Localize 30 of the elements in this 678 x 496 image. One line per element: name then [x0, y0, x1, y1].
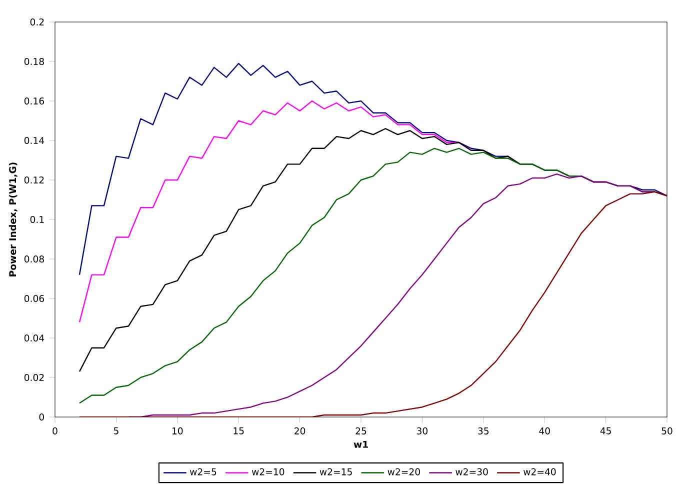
legend-label: w2=40: [524, 468, 556, 476]
y-tick-label: 0.08: [24, 255, 44, 263]
legend-label: w2=20: [388, 468, 420, 476]
legend-label: w2=10: [252, 468, 284, 476]
y-tick-label: 0.04: [24, 334, 44, 342]
x-tick-label: 50: [662, 427, 672, 434]
x-tick-label: 40: [539, 427, 550, 434]
legend-label: w2=5: [190, 468, 216, 476]
y-tick-label: 0.14: [24, 136, 44, 144]
x-tick-label: 45: [600, 427, 611, 434]
x-tick-label: 25: [356, 427, 366, 434]
y-axis-title: Power Index, P(W1,G): [8, 162, 18, 276]
y-tick-label: 0.2: [30, 18, 44, 26]
x-tick-label: 30: [416, 427, 428, 434]
x-axis-title: w1: [354, 440, 368, 448]
y-tick-label: 0.02: [24, 374, 44, 382]
y-tick-label: 0: [39, 413, 44, 421]
y-tick-label: 0.16: [24, 97, 44, 105]
x-tick-label: 35: [478, 427, 489, 434]
x-tick-label: 0: [52, 427, 58, 434]
y-tick-label: 0.12: [24, 176, 44, 184]
x-tick-label: 10: [172, 427, 183, 434]
legend-label: w2=15: [320, 468, 352, 476]
x-tick-label: 15: [234, 427, 244, 434]
x-tick-label: 5: [114, 427, 118, 434]
legend-label: w2=30: [456, 468, 488, 476]
y-tick-label: 0.06: [24, 294, 44, 302]
y-tick-label: 0.18: [24, 58, 44, 66]
x-tick-label: 20: [294, 427, 306, 434]
y-tick-label: 0.1: [30, 216, 44, 224]
